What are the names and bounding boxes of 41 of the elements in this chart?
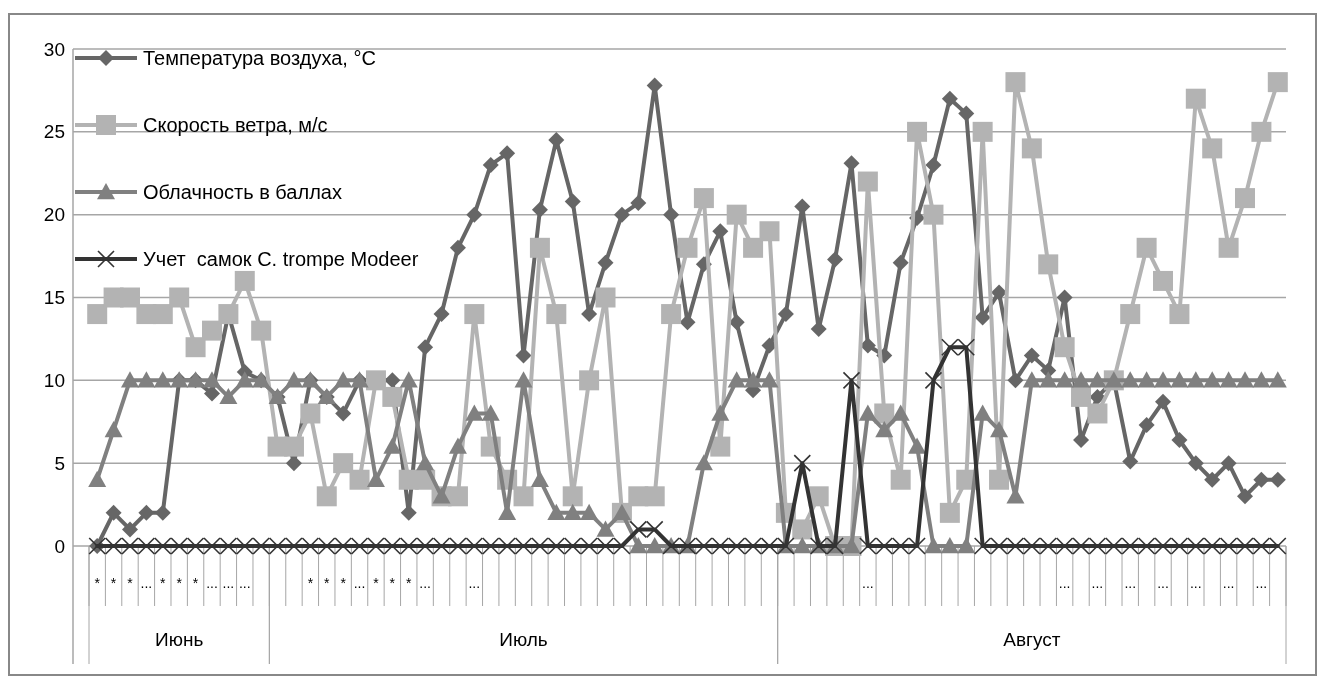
y-tick-label: 10 [43, 369, 65, 391]
x-tick-label: * [127, 575, 134, 591]
x-tick-label: * [110, 575, 117, 591]
legend-label: Облачность в баллах [143, 181, 342, 203]
y-tick-label: 20 [43, 204, 65, 226]
x-tick-label: ... [862, 575, 874, 591]
x-tick-label: * [389, 575, 396, 591]
text: Август [1003, 629, 1061, 650]
y-tick-label: 5 [54, 452, 65, 474]
legend-label: Скорость ветра, м/с [143, 114, 328, 136]
x-tick-label: ... [1222, 575, 1235, 591]
x-tick-label: ... [419, 575, 431, 591]
x-tick-label: ... [238, 575, 251, 591]
x-tick-label: ... [1124, 575, 1137, 591]
x-tick-label: * [176, 575, 183, 591]
legend-label: Температура воздуха, °C [143, 47, 376, 69]
x-tick-label: * [340, 575, 347, 591]
y-tick-label: 25 [43, 121, 65, 143]
x-tick-label: * [94, 575, 101, 591]
x-tick-label: ... [222, 575, 235, 591]
x-tick-label: ... [1058, 575, 1071, 591]
x-tick-label: ... [1189, 575, 1202, 591]
x-tick-label: ... [206, 575, 218, 591]
x-tick-label: ... [353, 575, 366, 591]
x-tick-label: ... [1091, 575, 1104, 591]
y-tick-label: 30 [43, 38, 65, 60]
x-tick-label: * [160, 575, 167, 591]
legend-label: Учет самок C. trompe Modeer [143, 248, 419, 270]
text: Июнь [155, 629, 204, 650]
x-tick-label: ... [1255, 575, 1268, 591]
x-tick-label: * [324, 575, 331, 591]
x-tick-label: ... [468, 575, 481, 591]
x-tick-label: ... [1157, 575, 1169, 591]
x-tick-label: * [406, 575, 413, 591]
y-tick-label: 0 [54, 535, 65, 557]
x-tick-label: * [307, 575, 314, 591]
y-tick-label: 15 [43, 287, 65, 309]
x-tick-label: * [192, 575, 199, 591]
x-tick-label: ... [140, 575, 153, 591]
text: Июль [499, 629, 548, 650]
x-tick-label: * [373, 575, 380, 591]
